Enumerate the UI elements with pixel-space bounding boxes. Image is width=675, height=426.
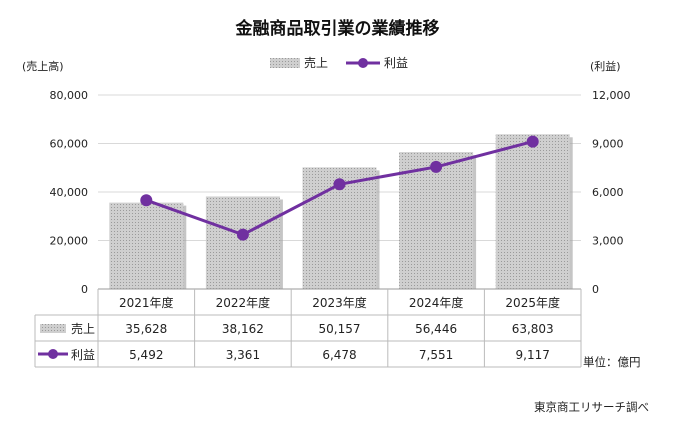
category-label: 2022年度 [216,295,271,310]
table-bar-swatch [40,324,66,333]
right-tick-label: 12,000 [592,89,631,102]
table-cell: 7,551 [419,348,453,362]
source-note: 東京商工リサーチ調べ [534,400,649,414]
legend: 売上 利益 [270,54,408,71]
table-cell: 35,628 [125,322,167,336]
right-tick-label: 6,000 [592,186,624,199]
category-label: 2023年度 [312,295,367,310]
legend-line-label: 利益 [384,56,409,70]
table-cell: 3,361 [226,348,260,362]
legend-bar-label: 売上 [304,56,329,70]
table-cell: 63,803 [512,322,554,336]
unit-note: 単位：億円 [583,355,641,369]
table-cell: 5,492 [129,348,163,362]
left-tick-label: 60,000 [50,138,89,151]
chart-title: 金融商品取引業の業績推移 [235,19,440,39]
legend-line-swatch [346,57,381,68]
table-line-swatch-point [48,349,58,359]
category-label: 2024年度 [409,295,464,310]
right-tick-label: 3,000 [592,235,624,248]
table-cell: 38,162 [222,322,264,336]
bar [495,134,570,289]
left-tick-label: 20,000 [50,235,89,248]
legend-bar-swatch [270,57,300,68]
bar [205,196,280,289]
category-label: 2025年度 [505,295,560,310]
bar [399,152,474,289]
profit-point [236,228,249,241]
left-tick-label: 0 [81,283,88,296]
profit-point [526,135,539,148]
table-cell: 50,157 [319,322,361,336]
bar [109,202,184,289]
right-tick-label: 9,000 [592,138,624,151]
table-cell: 6,478 [322,348,356,362]
table-row-label: 利益 [71,348,95,362]
table-cell: 56,446 [415,322,457,336]
right-axis-title: (利益) [590,60,621,73]
left-axis-title: (売上高) [22,60,64,73]
table-cell: 9,117 [516,348,550,362]
profit-point [430,160,443,173]
profit-point [333,178,346,191]
left-tick-label: 80,000 [50,89,89,102]
category-label: 2021年度 [119,295,174,310]
profit-point [140,194,153,207]
left-tick-label: 40,000 [50,186,89,199]
table-row-label: 売上 [71,321,95,336]
right-tick-label: 0 [592,283,599,296]
